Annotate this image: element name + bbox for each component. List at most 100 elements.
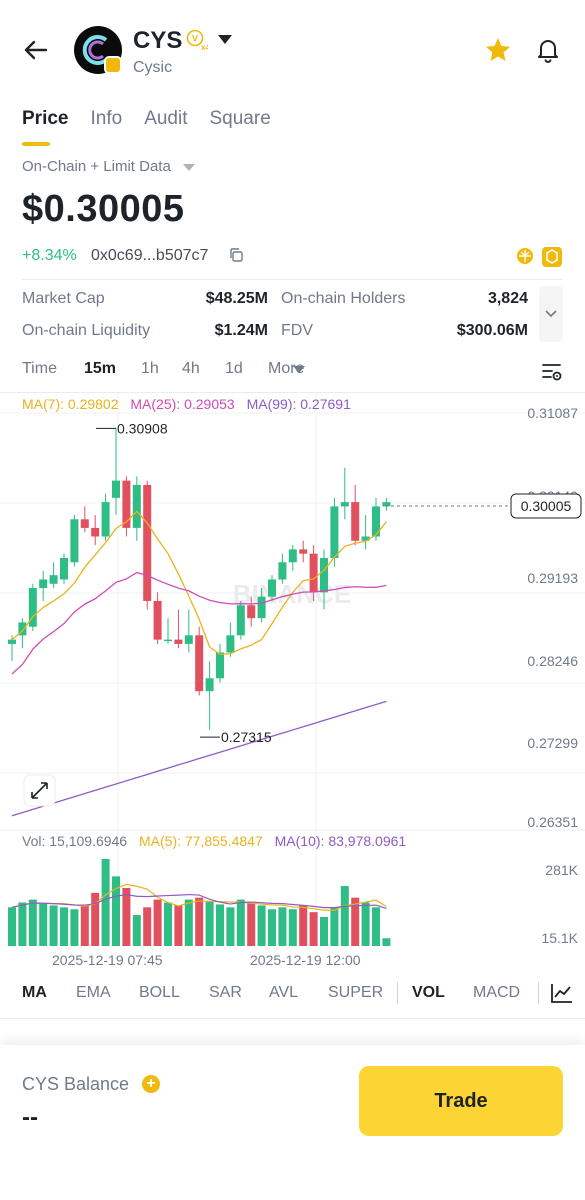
ma25-line <box>11 571 387 675</box>
volume-bar <box>18 902 27 946</box>
token-dropdown-icon[interactable] <box>218 35 232 44</box>
candle-body <box>205 678 214 692</box>
chevron-down-icon[interactable] <box>183 164 195 171</box>
trade-button[interactable]: Trade <box>359 1066 563 1136</box>
chain-icon[interactable] <box>541 246 563 268</box>
high-price-label: 0.30908 <box>117 420 168 436</box>
volume-bar <box>299 905 308 946</box>
data-source-selector[interactable]: On-Chain + Limit Data <box>22 158 171 175</box>
candle-body <box>330 506 339 558</box>
volume-bar <box>320 917 328 946</box>
indicator-ma[interactable]: MA <box>22 984 47 1001</box>
volume-bar <box>351 897 360 946</box>
ma7-value: MA(7): 0.29802 <box>22 396 119 412</box>
add-balance-icon[interactable]: + <box>142 1075 160 1093</box>
indicator-boll[interactable]: BOLL <box>139 984 180 1001</box>
candle-body <box>28 588 37 627</box>
candle-body <box>143 484 152 601</box>
more-caret-icon[interactable] <box>293 366 305 373</box>
fdv-label: FDV <box>281 322 313 339</box>
balance-label: CYS Balance <box>22 1074 130 1094</box>
timeframe-1d[interactable]: 1d <box>225 360 243 377</box>
volume-bar <box>132 915 141 946</box>
volume-ma5: MA(5): 77,855.4847 <box>139 833 263 849</box>
candle-body <box>340 502 349 507</box>
market-cap-value: $48.25M <box>205 290 268 307</box>
volume-bar <box>112 876 120 946</box>
volume-bar <box>91 892 100 946</box>
candle-body <box>112 480 120 498</box>
volume-bar <box>28 899 37 946</box>
indicator-super[interactable]: SUPER <box>328 984 384 1001</box>
candle-body <box>132 484 141 528</box>
chart-type-icon[interactable] <box>550 982 574 1004</box>
candle-body <box>174 639 183 644</box>
candle-body <box>60 557 68 580</box>
tab-audit[interactable]: Audit <box>144 108 188 129</box>
current-price-tag <box>510 493 582 519</box>
price-chart[interactable]: BINANCE0.310870.301400.291930.282460.272… <box>0 392 585 952</box>
stats-expand-button[interactable] <box>539 286 563 342</box>
candle-body <box>372 506 380 537</box>
volume-bar <box>257 905 266 946</box>
star-icon[interactable] <box>484 36 512 64</box>
low-price-label: 0.27315 <box>221 729 272 745</box>
tab-square[interactable]: Square <box>209 108 271 129</box>
bell-icon[interactable] <box>534 36 562 64</box>
timeframe-4h[interactable]: 4h <box>182 360 200 377</box>
tab-price[interactable]: Price <box>22 108 68 146</box>
tab-info[interactable]: Info <box>90 108 123 129</box>
indicator-sar[interactable]: SAR <box>209 984 242 1001</box>
volume-bar <box>288 909 297 946</box>
volume-legend: Vol: 15,109.6946 MA(5): 77,855.4847 MA(1… <box>22 833 414 849</box>
candle-body <box>247 605 256 619</box>
candle-body <box>288 549 297 563</box>
candle-body <box>195 635 204 692</box>
candle-body <box>49 575 58 584</box>
indicator-macd[interactable]: MACD <box>473 984 521 1001</box>
indicator-ema[interactable]: EMA <box>76 984 111 1001</box>
liquidity-value: $1.24M <box>214 322 268 339</box>
chevron-down-icon <box>545 310 557 318</box>
security-badge-icon[interactable] <box>514 246 536 268</box>
candle-body <box>226 635 235 653</box>
candle-body <box>268 579 276 597</box>
indicator-avl[interactable]: AVL <box>269 984 299 1001</box>
volume-bar <box>101 859 110 946</box>
ma7-line <box>11 510 387 656</box>
fullscreen-icon <box>31 782 48 799</box>
volume-bar <box>49 905 58 946</box>
time-tick: 2025-12-19 12:00 <box>250 952 361 968</box>
candle-body <box>91 527 100 537</box>
svg-text:V: V <box>192 34 198 44</box>
candle-body <box>8 639 16 644</box>
candle-body <box>18 622 27 636</box>
time-label: Time <box>22 360 57 377</box>
price-axis-label: 0.26351 <box>527 814 578 830</box>
chart-settings-icon[interactable] <box>540 360 564 384</box>
volume-value: Vol: 15,109.6946 <box>22 833 128 849</box>
volume-bar <box>122 888 131 946</box>
candle-body <box>164 639 172 642</box>
holders-label: On-chain Holders <box>281 290 406 307</box>
volume-bar <box>184 899 193 946</box>
price-axis-label: 0.31087 <box>527 405 578 421</box>
token-symbol[interactable]: CYS <box>133 27 183 54</box>
timeframe-1h[interactable]: 1h <box>141 360 159 377</box>
candle-body <box>351 502 360 541</box>
back-arrow-icon[interactable] <box>22 36 50 64</box>
volume-bar <box>60 907 68 946</box>
volume-bar <box>205 901 214 946</box>
candle-body <box>382 502 391 507</box>
volume-bar <box>278 907 287 946</box>
ma-legend: MA(7): 0.29802 MA(25): 0.29053 MA(99): 0… <box>22 396 359 412</box>
divider <box>0 392 585 393</box>
divider <box>22 279 563 280</box>
volume-bar <box>268 909 276 946</box>
fdv-value: $300.06M <box>456 322 528 339</box>
indicator-vol[interactable]: VOL <box>412 984 445 1001</box>
copy-icon[interactable] <box>228 247 244 263</box>
candle-body <box>309 553 318 593</box>
candle-body <box>278 562 287 580</box>
timeframe-15m[interactable]: 15m <box>84 360 117 377</box>
